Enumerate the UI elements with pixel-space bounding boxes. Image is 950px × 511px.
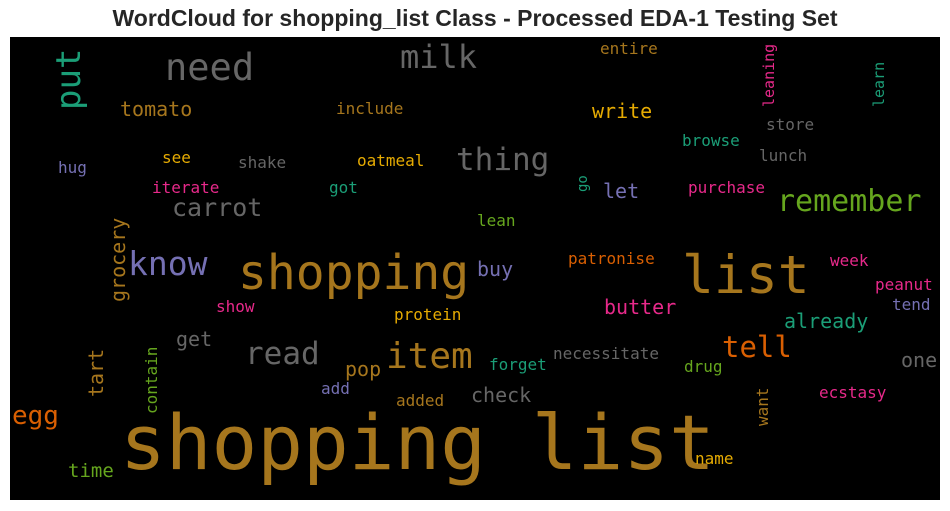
word-pop: pop bbox=[345, 357, 382, 381]
word-forget: forget bbox=[489, 355, 547, 374]
word-lean: lean bbox=[477, 211, 516, 230]
word-butter: butter bbox=[604, 295, 677, 319]
word-name: name bbox=[695, 449, 734, 468]
word-see: see bbox=[162, 148, 191, 167]
word-include: include bbox=[336, 99, 404, 118]
word-one: one bbox=[901, 348, 938, 372]
word-ecstasy: ecstasy bbox=[819, 383, 887, 402]
word-shopping: shopping bbox=[238, 245, 470, 301]
word-shopping-list: shopping list bbox=[120, 398, 715, 487]
word-week: week bbox=[830, 251, 869, 270]
word-time: time bbox=[68, 460, 114, 482]
word-put: put bbox=[49, 48, 89, 110]
word-buy: buy bbox=[477, 257, 514, 281]
word-cloud-canvas: shopping list shopping list item need milk put… bbox=[10, 37, 940, 500]
word-go: go bbox=[575, 175, 591, 192]
word-added: added bbox=[396, 391, 445, 410]
word-let: let bbox=[603, 179, 640, 203]
word-purchase: purchase bbox=[688, 178, 766, 197]
word-got: got bbox=[329, 178, 358, 197]
word-entire: entire bbox=[600, 39, 658, 58]
word-lunch: lunch bbox=[759, 146, 808, 165]
word-egg: egg bbox=[12, 401, 59, 431]
word-oatmeal: oatmeal bbox=[357, 151, 425, 170]
word-item: item bbox=[386, 336, 473, 377]
word-tell: tell bbox=[722, 330, 792, 364]
word-want: want bbox=[753, 387, 772, 426]
word-necessitate: necessitate bbox=[553, 344, 659, 363]
word-tend: tend bbox=[892, 295, 931, 314]
word-add: add bbox=[321, 379, 350, 398]
word-know: know bbox=[128, 244, 208, 283]
word-learn: learn bbox=[870, 61, 888, 107]
word-write: write bbox=[592, 99, 653, 123]
word-hug: hug bbox=[58, 158, 87, 177]
word-protein: protein bbox=[394, 305, 462, 324]
word-tart: tart bbox=[84, 348, 108, 397]
word-get: get bbox=[176, 327, 213, 351]
word-patronise: patronise bbox=[568, 249, 655, 268]
chart-title: WordCloud for shopping_list Class - Proc… bbox=[112, 5, 838, 31]
word-peanut: peanut bbox=[875, 275, 933, 294]
word-tomato: tomato bbox=[120, 97, 193, 121]
word-contain: contain bbox=[142, 346, 161, 414]
word-drug: drug bbox=[684, 357, 723, 376]
word-leaning: leaning bbox=[760, 43, 778, 107]
word-show: show bbox=[216, 297, 255, 316]
word-grocery: grocery bbox=[106, 217, 130, 302]
word-already: already bbox=[784, 309, 869, 333]
word-browse: browse bbox=[682, 131, 740, 150]
word-shake: shake bbox=[238, 153, 287, 172]
word-thing: thing bbox=[456, 142, 550, 178]
word-remember: remember bbox=[777, 184, 922, 219]
word-need: need bbox=[165, 46, 255, 89]
word-check: check bbox=[471, 383, 532, 407]
word-carrot: carrot bbox=[172, 193, 263, 222]
word-read: read bbox=[245, 336, 320, 372]
word-list: list bbox=[682, 245, 810, 306]
word-milk: milk bbox=[400, 38, 478, 76]
word-store: store bbox=[766, 115, 815, 134]
word-iterate: iterate bbox=[152, 178, 220, 197]
